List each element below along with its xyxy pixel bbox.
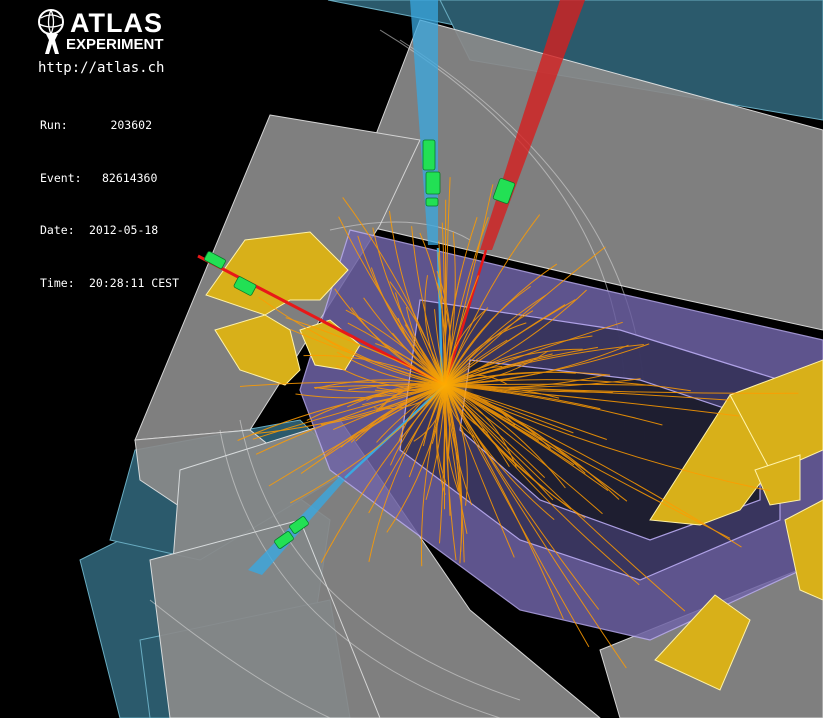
logo-title: ATLAS xyxy=(70,8,163,38)
atlas-globe-icon xyxy=(38,9,64,54)
logo-subtitle: EXPERIMENT xyxy=(66,36,164,53)
time-label: Time: xyxy=(40,275,75,290)
track xyxy=(444,379,691,392)
track xyxy=(444,384,731,539)
event-value: 82614360 xyxy=(102,170,158,185)
endcap-right xyxy=(649,359,823,691)
track xyxy=(444,384,564,620)
muon-hits xyxy=(204,139,516,549)
event-info: Run: 203602 Event: 82614360 Date: 2012-05-1… xyxy=(40,82,179,310)
time-row: Time: 20:28:11 CEST xyxy=(40,275,179,293)
run-row: Run: 203602 xyxy=(40,117,179,135)
event-row: Event: 82614360 xyxy=(40,170,179,188)
track xyxy=(444,384,686,612)
time-value: 20:28:11 CEST xyxy=(89,275,180,290)
date-label: Date: xyxy=(40,223,75,237)
track xyxy=(444,384,799,394)
collision-vertex xyxy=(415,355,475,415)
date-value: 2012-05-18 xyxy=(89,223,159,237)
track xyxy=(444,384,740,417)
date-row: Date: 2012-05-18 xyxy=(40,222,179,240)
run-label: Run: xyxy=(40,118,68,132)
event-label: Event: xyxy=(40,170,82,185)
run-value: 203602 xyxy=(110,118,152,132)
logo-url: http://atlas.ch xyxy=(38,60,165,76)
